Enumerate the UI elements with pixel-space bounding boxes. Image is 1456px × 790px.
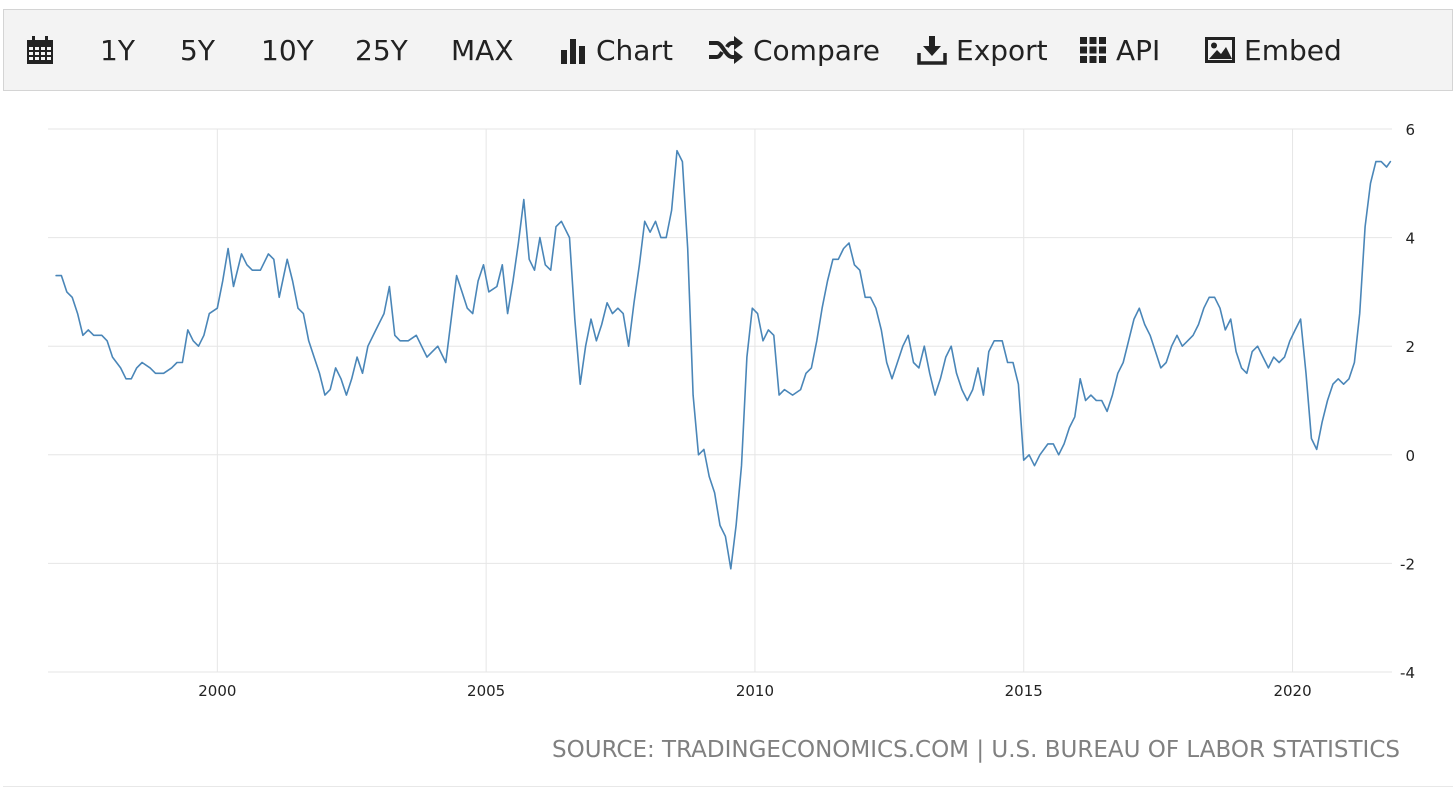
range-max-button[interactable]: MAX	[451, 10, 514, 90]
bar-chart-icon	[561, 39, 585, 64]
compare-label: Compare	[753, 33, 881, 67]
range-25y-label: 25Y	[355, 33, 408, 67]
y-tick-label: -2	[1400, 555, 1415, 573]
line-chart: 6 4 2 0 -2 -4 2000 2005 2010 2015 2020 SOURCE: TRA…	[48, 121, 1415, 763]
shuffle-icon	[709, 36, 743, 64]
embed-button[interactable]: Embed	[1205, 10, 1342, 90]
grid-icon	[1080, 37, 1106, 63]
range-10y-label: 10Y	[261, 33, 314, 67]
chart-area: 6 4 2 0 -2 -4 2000 2005 2010 2015 2020 SOURCE: TRA…	[0, 92, 1456, 786]
x-tick-label: 2000	[198, 682, 236, 700]
chart-type-button[interactable]: Chart	[559, 10, 673, 90]
calendar-button[interactable]	[26, 10, 54, 90]
calendar-icon	[27, 36, 53, 64]
range-10y-button[interactable]: 10Y	[261, 10, 314, 90]
compare-button[interactable]: Compare	[708, 10, 880, 90]
y-tick-label: -4	[1400, 664, 1415, 682]
range-max-label: MAX	[451, 33, 514, 67]
x-tick-label: 2005	[467, 682, 505, 700]
chart-toolbar: 1Y 5Y 10Y 25Y MAX Chart Compare Export	[3, 9, 1453, 91]
y-tick-label: 6	[1405, 121, 1415, 139]
range-5y-button[interactable]: 5Y	[180, 10, 215, 90]
chart-type-label: Chart	[596, 33, 673, 67]
image-icon	[1205, 37, 1235, 63]
x-tick-label: 2020	[1273, 682, 1311, 700]
chart-grid	[48, 128, 1392, 673]
api-label: API	[1116, 33, 1161, 67]
y-tick-label: 4	[1405, 230, 1415, 248]
range-5y-label: 5Y	[180, 33, 215, 67]
y-tick-label: 2	[1405, 338, 1415, 356]
range-1y-button[interactable]: 1Y	[100, 10, 135, 90]
range-1y-label: 1Y	[100, 33, 135, 67]
x-tick-label: 2015	[1005, 682, 1043, 700]
embed-label: Embed	[1244, 33, 1342, 67]
series-line	[55, 149, 1392, 570]
chart-series	[55, 149, 1392, 570]
chart-axes: 6 4 2 0 -2 -4 2000 2005 2010 2015 2020	[198, 121, 1415, 700]
source-text: SOURCE: TRADINGECONOMICS.COM | U.S. BURE…	[552, 737, 1400, 763]
api-button[interactable]: API	[1079, 10, 1160, 90]
export-button[interactable]: Export	[917, 10, 1048, 90]
export-label: Export	[956, 33, 1048, 67]
range-25y-button[interactable]: 25Y	[355, 10, 408, 90]
y-tick-label: 0	[1405, 447, 1415, 465]
x-tick-label: 2010	[736, 682, 774, 700]
download-icon	[917, 36, 947, 65]
bottom-divider	[3, 786, 1453, 787]
